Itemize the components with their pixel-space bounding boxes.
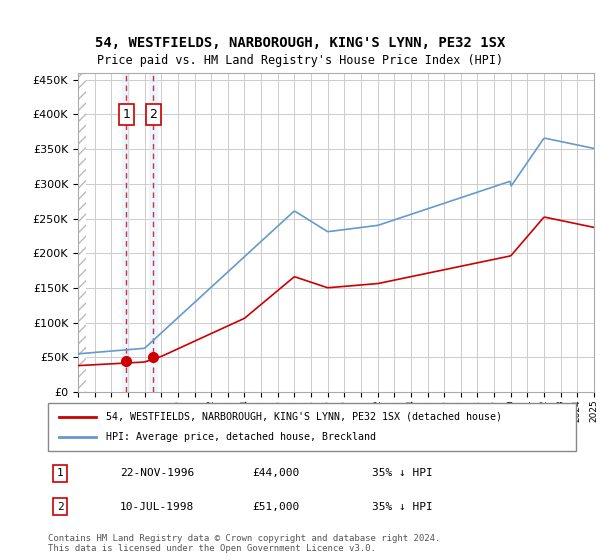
Text: 35% ↓ HPI: 35% ↓ HPI — [372, 502, 433, 512]
Bar — [149, 73, 158, 392]
Text: 1: 1 — [56, 468, 64, 478]
Text: £44,000: £44,000 — [252, 468, 299, 478]
Text: 2: 2 — [56, 502, 64, 512]
Text: 54, WESTFIELDS, NARBOROUGH, KING'S LYNN, PE32 1SX (detached house): 54, WESTFIELDS, NARBOROUGH, KING'S LYNN,… — [106, 412, 502, 422]
Text: 1: 1 — [122, 108, 130, 121]
Text: 22-NOV-1996: 22-NOV-1996 — [120, 468, 194, 478]
Text: 54, WESTFIELDS, NARBOROUGH, KING'S LYNN, PE32 1SX: 54, WESTFIELDS, NARBOROUGH, KING'S LYNN,… — [95, 36, 505, 50]
Bar — [122, 73, 130, 392]
FancyBboxPatch shape — [48, 403, 576, 451]
Text: Price paid vs. HM Land Registry's House Price Index (HPI): Price paid vs. HM Land Registry's House … — [97, 54, 503, 67]
Text: 35% ↓ HPI: 35% ↓ HPI — [372, 468, 433, 478]
Text: 2: 2 — [149, 108, 157, 121]
Bar — [78, 73, 86, 392]
Text: HPI: Average price, detached house, Breckland: HPI: Average price, detached house, Brec… — [106, 432, 376, 442]
Text: £51,000: £51,000 — [252, 502, 299, 512]
Text: Contains HM Land Registry data © Crown copyright and database right 2024.
This d: Contains HM Land Registry data © Crown c… — [48, 534, 440, 553]
Bar — [78, 73, 86, 392]
Text: 10-JUL-1998: 10-JUL-1998 — [120, 502, 194, 512]
